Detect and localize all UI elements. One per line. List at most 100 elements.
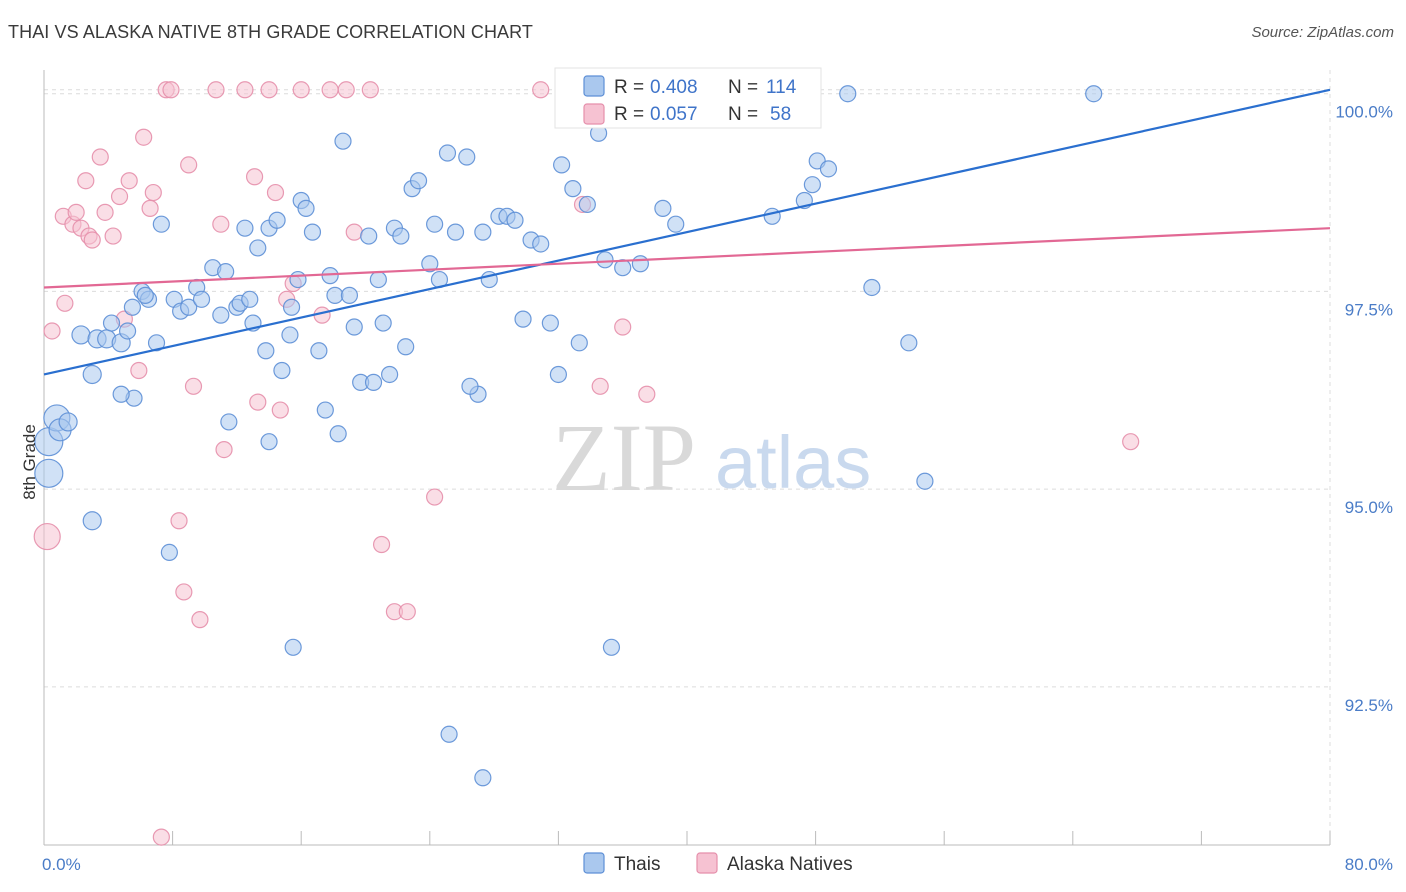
- thai-point: [284, 638, 302, 656]
- thai-point: [900, 334, 918, 352]
- thai-point: [426, 215, 444, 233]
- thai-point: [819, 160, 838, 178]
- series-legend: Thais Alaska Natives: [583, 852, 853, 875]
- alaska-native-point: [77, 172, 95, 190]
- thai-point: [289, 270, 307, 289]
- y-tick-label: 95.0%: [1345, 498, 1393, 517]
- thai-point: [220, 413, 238, 431]
- thai-point: [303, 223, 322, 241]
- alaska-native-point: [56, 294, 74, 312]
- thai-point: [541, 314, 559, 332]
- chart-title: THAI VS ALASKA NATIVE 8TH GRADE CORRELAT…: [8, 22, 534, 42]
- alaska-native-point: [361, 81, 379, 99]
- thai-point: [268, 211, 286, 229]
- watermark-atlas: atlas: [715, 421, 871, 504]
- thai-trend-line: [43, 88, 1331, 376]
- alaska-native-point: [104, 227, 122, 245]
- alaska-native-point: [33, 522, 61, 551]
- thai-point: [192, 290, 211, 308]
- thai-point: [152, 215, 170, 233]
- thai-point: [310, 342, 328, 360]
- thai-point: [763, 207, 781, 225]
- thai-point: [160, 543, 178, 561]
- alaska-native-point: [337, 81, 355, 99]
- thais-legend-swatch: [583, 852, 605, 874]
- thai-point: [409, 172, 428, 190]
- thai-point: [326, 286, 344, 304]
- alaska-native-point: [130, 361, 148, 380]
- thai-point: [273, 361, 291, 380]
- alaska-native-point: [110, 187, 129, 206]
- thai-point: [596, 251, 614, 269]
- y-axis-title: 8th Grade: [20, 424, 39, 500]
- alaska-native-point: [184, 377, 203, 395]
- alaska-native-trend-line: [43, 227, 1331, 289]
- thai-point: [257, 342, 275, 360]
- watermark: ZIP atlas: [552, 404, 871, 511]
- thai-point: [667, 215, 685, 233]
- alaska-native-point: [321, 81, 339, 99]
- alaska-native-point: [345, 223, 363, 241]
- alaska-native-point: [638, 385, 656, 403]
- alaska-native-point: [591, 377, 609, 395]
- chart-source: Source: ZipAtlas.com: [1251, 24, 1394, 41]
- thai-point: [236, 219, 254, 237]
- thai-point: [549, 365, 568, 384]
- thai-point: [345, 318, 363, 336]
- thai-point: [180, 298, 198, 316]
- alaska-native-point: [83, 231, 101, 249]
- thai-point: [118, 322, 137, 340]
- alaska-native-point: [532, 81, 550, 99]
- thai-point: [578, 195, 596, 214]
- alaska-native-point: [191, 611, 209, 629]
- thai-point: [281, 326, 299, 344]
- thai-point: [1085, 85, 1103, 103]
- thai-point: [397, 338, 415, 356]
- watermark-zip: ZIP: [552, 404, 696, 511]
- alaska-native-point: [249, 393, 267, 411]
- trend-lines: [43, 88, 1331, 376]
- thais-legend-label: Thais: [614, 854, 660, 875]
- thai-point: [438, 144, 457, 162]
- thai-legend-swatch: [583, 75, 605, 97]
- thai-r-value: 0.408: [650, 77, 698, 98]
- thai-n-label: N =: [728, 77, 758, 98]
- thai-point: [474, 223, 492, 241]
- alaska-native-point: [236, 81, 254, 99]
- thai-point: [282, 298, 301, 316]
- thai-n-value: 114: [766, 77, 797, 98]
- thai-point: [461, 377, 479, 395]
- thai-point: [564, 180, 582, 198]
- alaska-native-point: [398, 603, 416, 621]
- alaska-native-point: [245, 168, 264, 186]
- alaska-native-point: [260, 81, 278, 99]
- alaska-native-point: [152, 828, 170, 846]
- alaska-native-point: [141, 199, 159, 217]
- thai-point: [458, 148, 476, 166]
- thai-point: [340, 286, 359, 304]
- alaska-native-point: [207, 81, 225, 99]
- thai-point: [631, 255, 649, 273]
- thai-point: [839, 85, 857, 103]
- thai-point: [360, 227, 378, 245]
- thai-point: [297, 199, 315, 217]
- thai-r-label: R =: [614, 77, 644, 98]
- alaska-native-point: [120, 172, 138, 190]
- x-tick-label: 80.0%: [1345, 855, 1393, 874]
- thai-point: [147, 334, 166, 352]
- thai-point: [364, 373, 383, 391]
- thai-point: [446, 223, 465, 241]
- axes: [43, 70, 1331, 846]
- alaska-native-point: [212, 215, 230, 233]
- thai-point: [34, 458, 64, 488]
- alaska-r-label: R =: [614, 104, 644, 125]
- thai-point: [329, 425, 347, 443]
- y-tick-label: 97.5%: [1345, 300, 1393, 319]
- thai-point: [374, 314, 392, 332]
- alaska-native-point: [180, 156, 198, 174]
- thai-point: [217, 263, 235, 281]
- thai-point: [392, 227, 410, 245]
- alaska-natives-legend-swatch: [696, 852, 718, 874]
- alaska-native-point: [170, 512, 188, 530]
- alaska-native-point: [67, 203, 85, 221]
